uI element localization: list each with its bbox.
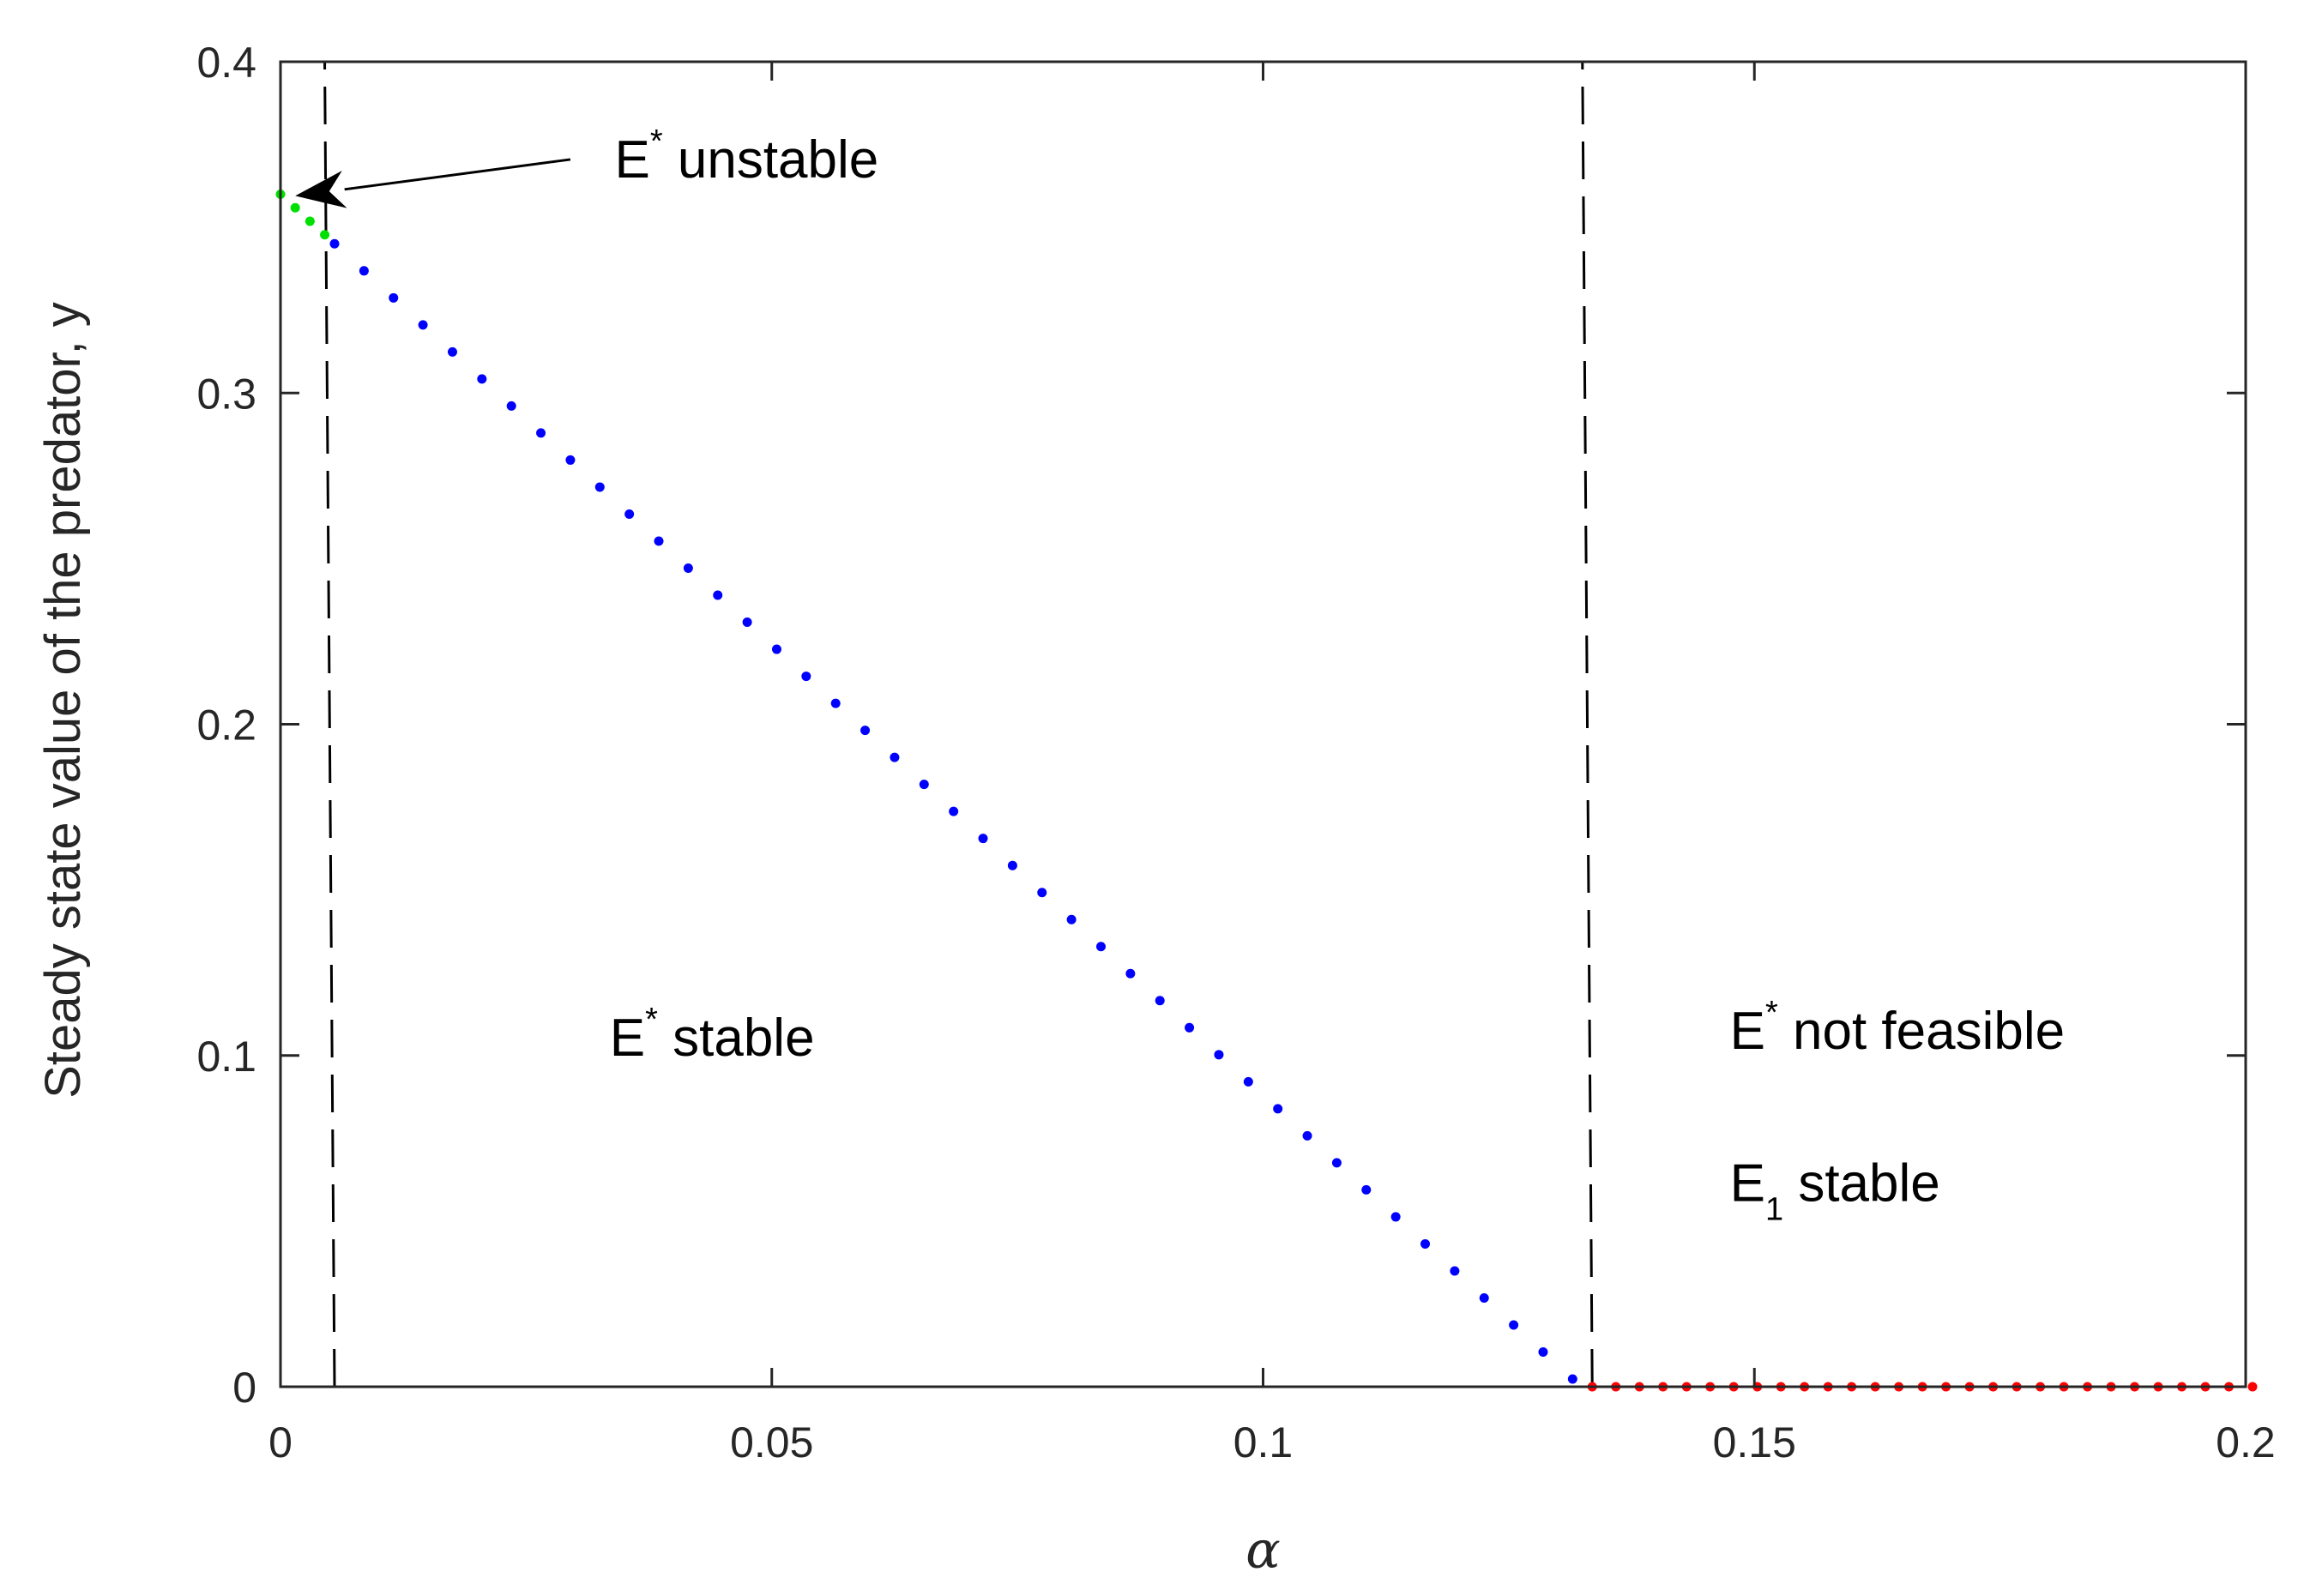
data-point — [1037, 888, 1047, 898]
annotation-rest: not feasible — [1778, 1002, 2065, 1061]
annotation-rest: unstable — [663, 130, 879, 190]
data-point — [919, 780, 929, 790]
annotation-main: E — [1730, 1154, 1765, 1214]
data-point — [1095, 942, 1106, 952]
data-point — [683, 563, 693, 573]
dashed-threshold-line-1 — [323, 61, 336, 1388]
annotation-superscript: * — [1765, 995, 1778, 1031]
annotation-main: E — [610, 1009, 645, 1068]
data-point — [1125, 968, 1136, 979]
x-tick-label: 0.2 — [2216, 1418, 2276, 1467]
data-point — [1479, 1292, 1489, 1303]
data-point — [2247, 1382, 2258, 1392]
data-point — [594, 482, 605, 492]
y-tick-label: 0.4 — [196, 39, 256, 87]
y-axis-label: Steady state value of the predator, y — [35, 302, 91, 1099]
data-point — [801, 672, 811, 682]
x-axis-label: α — [1245, 1521, 1281, 1581]
data-point — [1066, 914, 1077, 924]
data-point — [290, 202, 300, 213]
x-tick-label: 0.05 — [730, 1418, 813, 1467]
annotation-arrow-head — [295, 171, 347, 208]
data-point — [1538, 1347, 1548, 1358]
annotation-4: E1 stable — [1730, 1154, 1940, 1228]
data-point — [978, 834, 988, 844]
data-point — [1302, 1130, 1312, 1141]
data-point — [742, 617, 752, 628]
annotation-3: E* not feasible — [1730, 995, 2066, 1061]
data-point — [771, 644, 781, 654]
data-point — [305, 216, 315, 226]
data-point — [1273, 1104, 1283, 1114]
data-point — [1567, 1374, 1577, 1384]
data-point — [447, 346, 457, 357]
data-point — [1331, 1158, 1342, 1168]
dashed-threshold-line-2 — [1581, 61, 1594, 1388]
data-point — [830, 698, 841, 708]
data-point — [320, 230, 330, 240]
series-3 — [1587, 1382, 2258, 1392]
x-tick-label: 0.15 — [1713, 1418, 1796, 1467]
data-point — [1007, 860, 1017, 870]
data-point — [1185, 1022, 1195, 1033]
data-point — [860, 726, 871, 736]
annotation-2: E* stable — [610, 1002, 815, 1068]
data-point — [713, 590, 723, 600]
data-point — [477, 374, 487, 384]
x-tick-label: 0 — [268, 1418, 293, 1467]
y-tick-label: 0.3 — [196, 370, 256, 418]
data-point — [890, 752, 900, 762]
data-point — [506, 401, 516, 411]
data-point — [1509, 1320, 1519, 1330]
annotation-subscript: 1 — [1765, 1192, 1783, 1228]
data-point — [1450, 1266, 1460, 1276]
axes-layer: 0 0.05 0.1 0.15 0.2 0 0.1 0.2 0.3 0.4 — [196, 39, 2275, 1467]
data-point — [949, 806, 959, 816]
data-point — [418, 320, 428, 330]
data-point — [536, 428, 546, 438]
plot-layer — [275, 61, 2258, 1392]
data-point — [1390, 1212, 1401, 1222]
data-point — [1214, 1050, 1224, 1060]
annotation-rest: stable — [1783, 1154, 1940, 1214]
data-point — [329, 238, 340, 249]
data-point — [1420, 1238, 1431, 1249]
data-point — [389, 292, 399, 303]
annotation-1: E* unstable — [614, 123, 878, 190]
annotation-rest: stable — [658, 1009, 815, 1068]
y-tick-label: 0.2 — [196, 702, 256, 750]
data-point — [359, 266, 369, 276]
data-point — [624, 509, 635, 519]
data-point — [1243, 1076, 1253, 1087]
data-point — [565, 455, 576, 465]
annotation-superscript: * — [645, 1002, 658, 1038]
data-point — [1155, 996, 1165, 1006]
y-tick-label: 0.1 — [196, 1033, 256, 1081]
annotation-main: E — [614, 130, 649, 190]
annotation-main: E — [1730, 1002, 1765, 1061]
data-point — [1361, 1184, 1372, 1195]
annotation-arrow-shaft — [344, 158, 571, 191]
series-2 — [329, 238, 1577, 1384]
data-point — [654, 536, 664, 546]
y-tick-label: 0 — [232, 1364, 256, 1412]
annotation-superscript: * — [650, 123, 663, 160]
x-tick-label: 0.1 — [1233, 1418, 1294, 1467]
